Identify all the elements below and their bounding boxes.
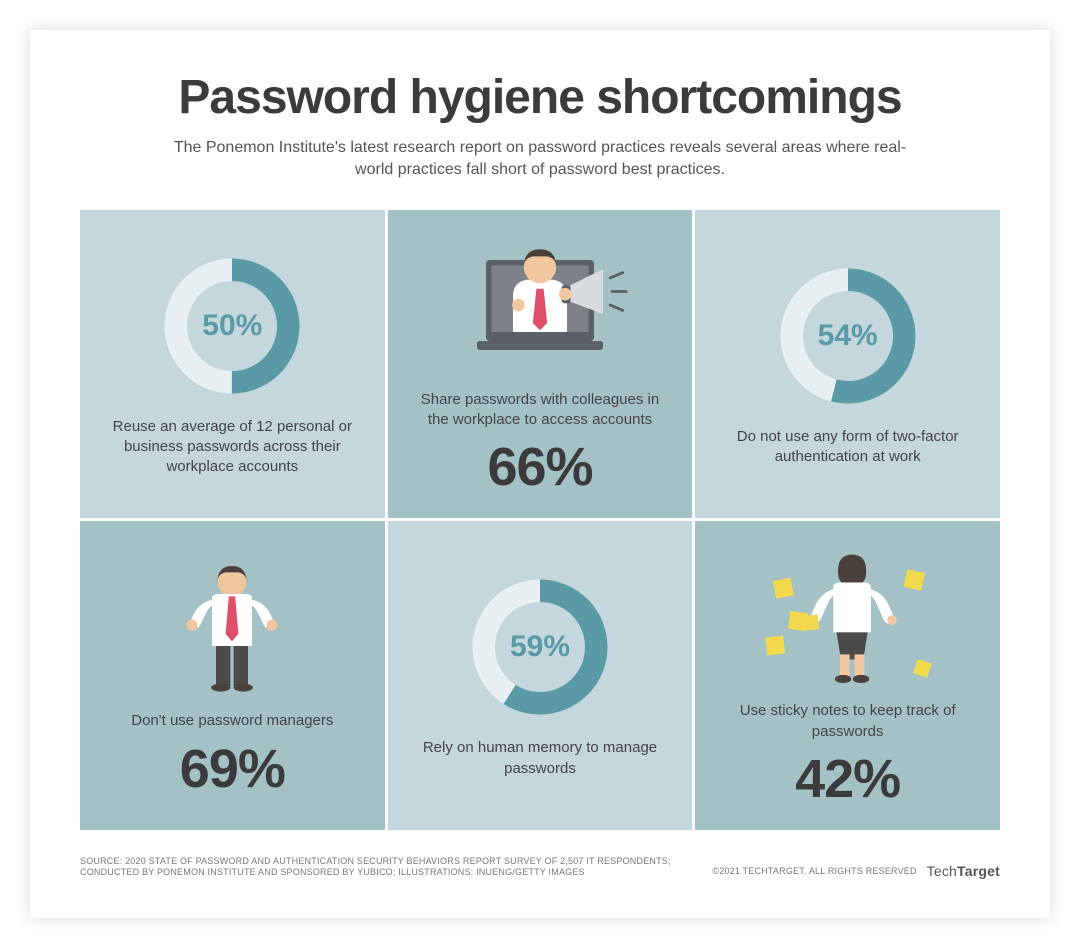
footer-source: SOURCE: 2020 STATE OF PASSWORD AND AUTHE… <box>80 856 700 879</box>
techtarget-logo: TechTarget <box>927 863 1000 879</box>
stat-text: Use sticky notes to keep track of passwo… <box>728 701 968 742</box>
page-title: Password hygiene shortcomings <box>80 70 1000 125</box>
stat-big-percent: 66% <box>487 436 592 498</box>
page-subtitle: The Ponemon Institute's latest research … <box>170 137 910 182</box>
stat-text: Don't use password managers <box>131 711 333 731</box>
stat-cell-share: Share passwords with colleagues in the w… <box>388 210 693 519</box>
stat-cell-nopm: Don't use password managers 69% <box>80 521 385 830</box>
footer-copyright: ©2021 TECHTARGET. ALL RIGHTS RESERVED <box>712 866 916 876</box>
stat-big-percent: 69% <box>180 738 285 800</box>
donut-percent: 54% <box>818 319 878 353</box>
stat-cell-reuse: 50% Reuse an average of 12 personal or b… <box>80 210 385 519</box>
stat-text: Share passwords with colleagues in the w… <box>420 390 660 431</box>
footer: SOURCE: 2020 STATE OF PASSWORD AND AUTHE… <box>80 856 1000 879</box>
stat-cell-no2fa: 54% Do not use any form of two-factor au… <box>695 210 1000 519</box>
stat-text: Rely on human memory to manage passwords <box>420 738 660 779</box>
stats-grid: 50% Reuse an average of 12 personal or b… <box>80 210 1000 830</box>
stat-cell-sticky: Use sticky notes to keep track of passwo… <box>695 521 1000 830</box>
donut-chart: 50% <box>157 251 307 401</box>
stat-big-percent: 42% <box>795 748 900 810</box>
donut-percent: 59% <box>510 630 570 664</box>
shrug-person-icon <box>142 551 322 701</box>
stat-text: Do not use any form of two-factor authen… <box>728 427 968 468</box>
stat-cell-memory: 59% Rely on human memory to manage passw… <box>388 521 693 830</box>
donut-percent: 50% <box>202 309 262 343</box>
footer-right: ©2021 TECHTARGET. ALL RIGHTS RESERVED Te… <box>712 863 1000 879</box>
megaphone-person-icon <box>450 230 630 380</box>
stat-text: Reuse an average of 12 personal or busin… <box>112 417 352 478</box>
sticky-person-icon <box>758 541 938 691</box>
infographic-card: Password hygiene shortcomings The Ponemo… <box>30 30 1050 918</box>
donut-chart: 59% <box>465 572 615 722</box>
donut-chart: 54% <box>773 261 923 411</box>
